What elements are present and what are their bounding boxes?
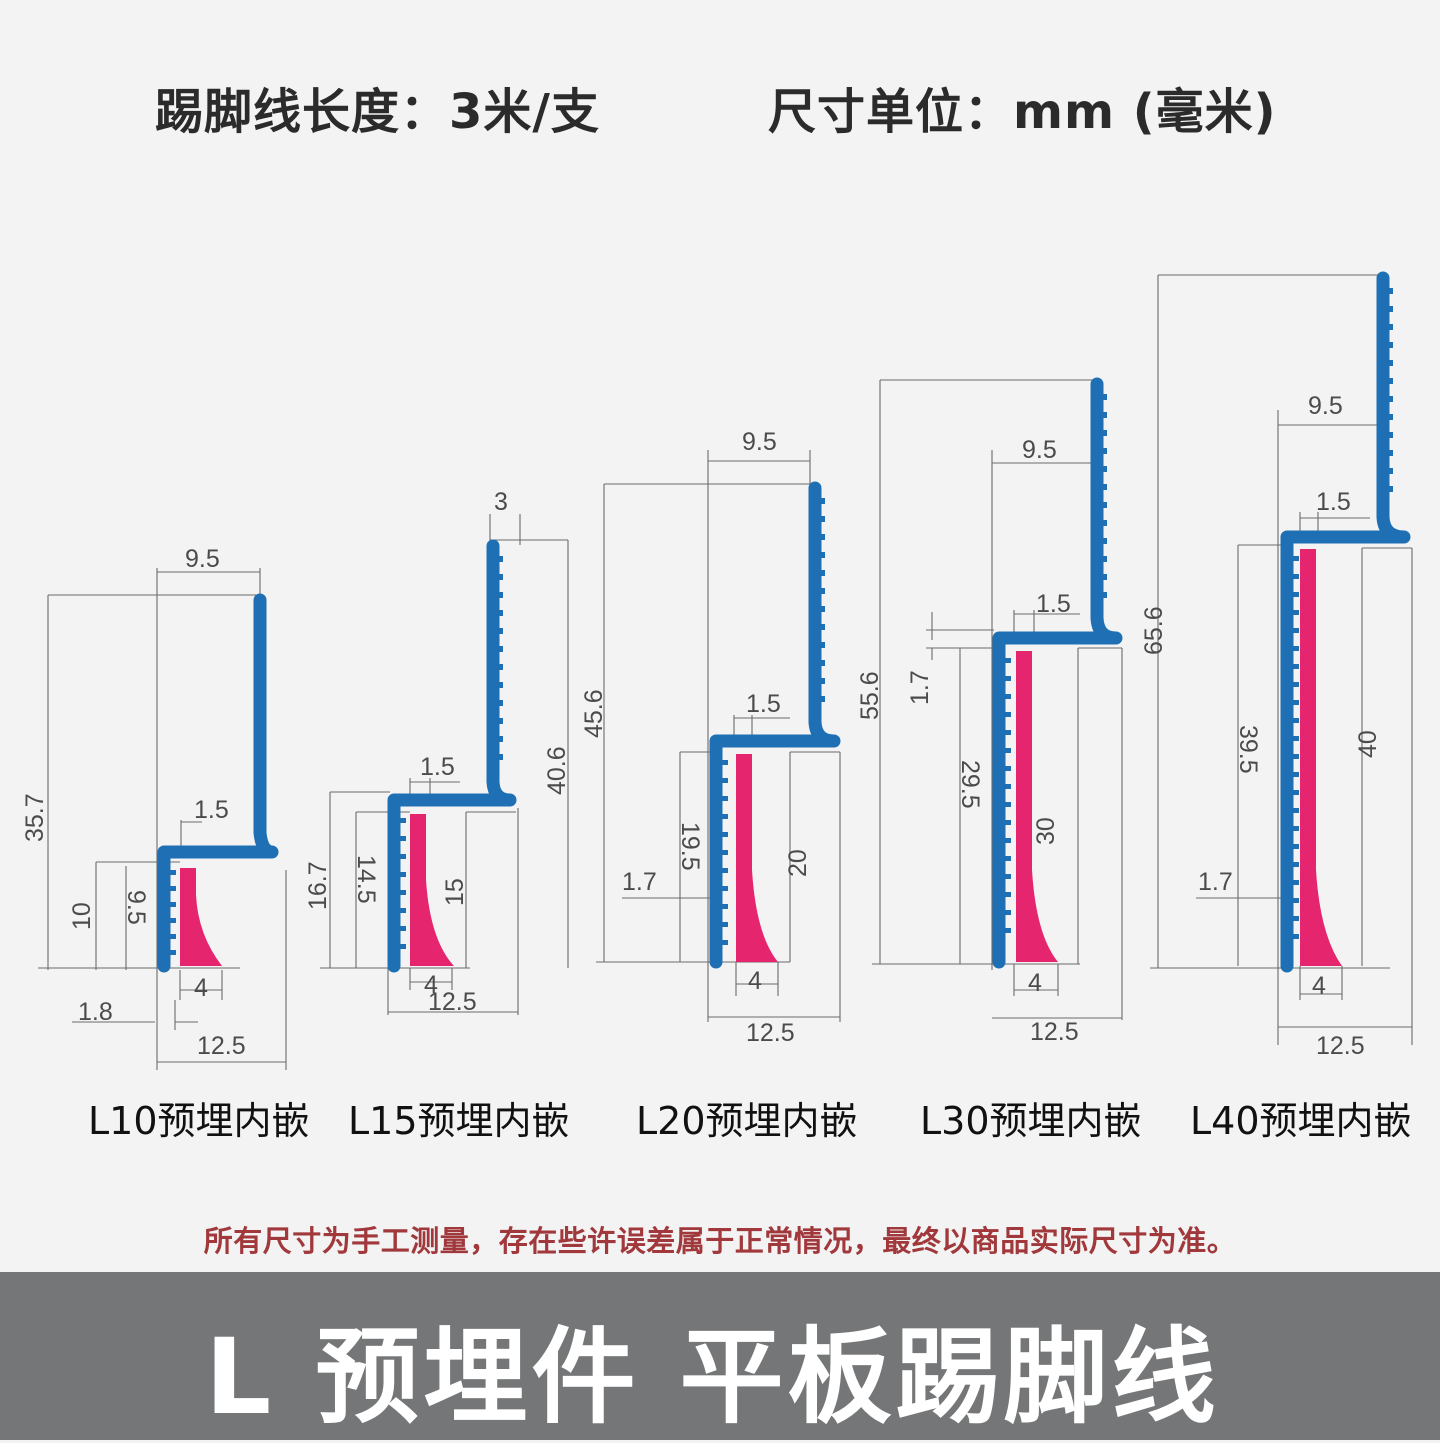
dim-label: 9.5 — [1308, 392, 1343, 420]
dim-label: 9.5 — [185, 545, 220, 573]
unit-spec: 尺寸单位：mm (毫米) — [768, 84, 1277, 140]
caption-l30: L30预埋内嵌 — [920, 1099, 1142, 1143]
profile-teeth-left — [1293, 556, 1299, 939]
profile-l15: 3 40.6 1.5 16.7 14.5 15 4 12.5 — [304, 488, 571, 1016]
profile-l30: 9.5 55.6 1.5 1.7 29.5 30 4 12.5 — [856, 377, 1123, 1046]
dim-label: 1.5 — [746, 690, 781, 718]
dim-label: 9.5 — [122, 890, 150, 925]
dim-lines — [872, 379, 1123, 1020]
dim-label: 40.6 — [543, 746, 571, 795]
aluminum-profile — [1280, 271, 1411, 973]
dim-label: 1.7 — [622, 868, 657, 896]
dim-label: 16.7 — [304, 861, 332, 910]
dim-label: 12.5 — [746, 1019, 795, 1047]
dim-label: 10 — [68, 902, 96, 930]
profile-teeth-left — [400, 818, 406, 949]
dim-label: 12.5 — [197, 1032, 246, 1060]
dim-label: 4 — [748, 967, 762, 995]
dim-label: 65.6 — [1140, 606, 1168, 655]
caption-l20: L20预埋内嵌 — [636, 1099, 858, 1143]
profile-teeth — [820, 498, 825, 702]
profile-teeth — [1102, 394, 1107, 598]
insert-strip — [1016, 651, 1058, 962]
insert-strip — [180, 868, 222, 966]
dim-label: 1.8 — [78, 998, 113, 1026]
caption-l15: L15预埋内嵌 — [348, 1099, 570, 1143]
dim-lines — [320, 514, 569, 1015]
dim-label: 12.5 — [1030, 1018, 1079, 1046]
dim-label: 1.7 — [906, 670, 934, 705]
profile-teeth — [1388, 288, 1393, 492]
dim-label: 4 — [1312, 972, 1326, 1000]
dim-label: 45.6 — [580, 689, 608, 738]
dim-label: 12.5 — [1316, 1032, 1365, 1060]
aluminum-profile — [157, 593, 279, 973]
profile-teeth-left — [170, 870, 176, 955]
profile-l40: 65.6 9.5 1.5 39.5 40 1.7 4 12.5 — [1140, 271, 1413, 1060]
dim-label: 1.5 — [194, 796, 229, 824]
insert-strip — [736, 754, 778, 962]
dim-label: 1.5 — [1036, 590, 1071, 618]
aluminum-profile — [387, 539, 517, 973]
insert-strip — [410, 814, 454, 966]
dim-label: 4 — [194, 974, 208, 1002]
aluminum-profile — [992, 377, 1123, 969]
dim-label: 15 — [441, 878, 469, 906]
dim-lines — [1150, 274, 1413, 1045]
caption-l40: L40预埋内嵌 — [1190, 1099, 1412, 1143]
dim-label: 3 — [494, 488, 508, 516]
dim-label: 9.5 — [1022, 436, 1057, 464]
disclaimer-text: 所有尺寸为手工测量，存在些许误差属于正常情况，最终以商品实际尺寸为准。 — [203, 1224, 1237, 1258]
dim-label: 39.5 — [1234, 725, 1262, 774]
dim-label: 29.5 — [956, 760, 984, 809]
dim-label: 40 — [1354, 730, 1382, 758]
profile-teeth-left — [1005, 658, 1011, 933]
dim-label: 14.5 — [352, 855, 380, 904]
dim-lines — [38, 568, 287, 1070]
dim-label: 35.7 — [21, 793, 49, 842]
aluminum-profile — [709, 481, 841, 969]
dim-label: 1.5 — [420, 753, 455, 781]
footer-bar: L 预埋件 平板踢脚线 — [0, 1272, 1440, 1440]
caption-l10: L10预埋内嵌 — [88, 1099, 310, 1143]
profile-teeth — [498, 556, 503, 760]
footer-title: L 预埋件 平板踢脚线 — [205, 1316, 1220, 1438]
insert-strip — [1300, 549, 1342, 966]
dim-label: 4 — [1028, 969, 1042, 997]
dim-label: 4 — [424, 971, 438, 999]
profile-l20: 9.5 45.6 1.5 1.7 19.5 20 4 12.5 — [580, 428, 841, 1047]
length-spec: 踢脚线长度：3米/支 — [155, 84, 600, 140]
profile-teeth-left — [722, 760, 728, 945]
header: 踢脚线长度：3米/支 尺寸单位：mm (毫米) — [0, 0, 1440, 200]
dim-label: 1.7 — [1198, 868, 1233, 896]
dim-label: 9.5 — [742, 428, 777, 456]
dim-lines — [596, 450, 841, 1022]
dim-label: 55.6 — [856, 671, 884, 720]
dim-label: 19.5 — [676, 822, 704, 871]
profile-l10: 9.5 35.7 1.5 10 9.5 4 1.8 12.5 — [21, 545, 287, 1070]
dim-label: 30 — [1032, 817, 1060, 845]
dim-label: 20 — [784, 849, 812, 877]
profile-teeth — [254, 610, 258, 814]
dim-label: 12.5 — [428, 988, 477, 1016]
dim-label: 1.5 — [1316, 488, 1351, 516]
profile-diagram: 9.5 35.7 1.5 10 9.5 4 1.8 12.5 3 40.6 1.… — [21, 271, 1413, 1070]
